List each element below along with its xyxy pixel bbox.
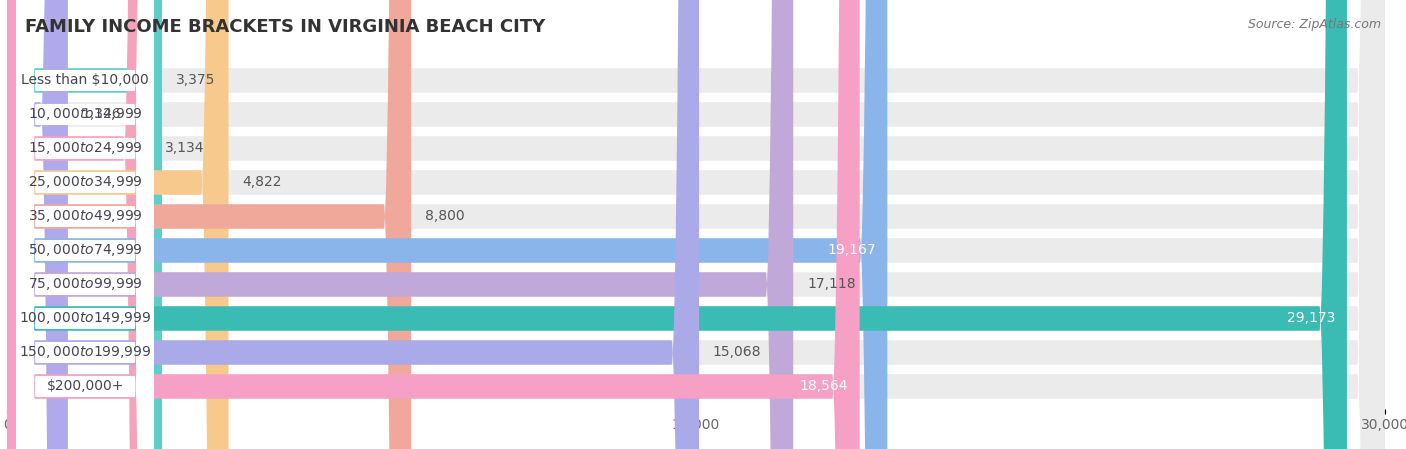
FancyBboxPatch shape bbox=[7, 0, 1385, 449]
FancyBboxPatch shape bbox=[7, 0, 1385, 449]
FancyBboxPatch shape bbox=[17, 0, 155, 449]
Text: $35,000 to $49,999: $35,000 to $49,999 bbox=[28, 208, 142, 224]
Text: $15,000 to $24,999: $15,000 to $24,999 bbox=[28, 141, 142, 156]
FancyBboxPatch shape bbox=[7, 0, 1385, 449]
FancyBboxPatch shape bbox=[7, 0, 1385, 449]
Text: $200,000+: $200,000+ bbox=[46, 379, 124, 393]
Text: 3,134: 3,134 bbox=[165, 141, 204, 155]
Text: Less than $10,000: Less than $10,000 bbox=[21, 74, 149, 88]
Text: FAMILY INCOME BRACKETS IN VIRGINIA BEACH CITY: FAMILY INCOME BRACKETS IN VIRGINIA BEACH… bbox=[25, 18, 546, 36]
FancyBboxPatch shape bbox=[17, 0, 155, 449]
FancyBboxPatch shape bbox=[17, 0, 155, 449]
Text: 29,173: 29,173 bbox=[1286, 312, 1336, 326]
Text: $75,000 to $99,999: $75,000 to $99,999 bbox=[28, 277, 142, 292]
FancyBboxPatch shape bbox=[17, 0, 155, 449]
FancyBboxPatch shape bbox=[7, 0, 229, 449]
FancyBboxPatch shape bbox=[17, 0, 155, 449]
Text: Source: ZipAtlas.com: Source: ZipAtlas.com bbox=[1247, 18, 1381, 31]
Text: 18,564: 18,564 bbox=[800, 379, 848, 393]
FancyBboxPatch shape bbox=[7, 0, 1385, 449]
FancyBboxPatch shape bbox=[17, 0, 155, 449]
FancyBboxPatch shape bbox=[17, 0, 155, 449]
Text: 17,118: 17,118 bbox=[807, 277, 856, 291]
FancyBboxPatch shape bbox=[7, 0, 1385, 449]
FancyBboxPatch shape bbox=[17, 0, 155, 449]
Text: 8,800: 8,800 bbox=[425, 210, 464, 224]
Text: 3,375: 3,375 bbox=[176, 74, 215, 88]
Text: 19,167: 19,167 bbox=[827, 243, 876, 257]
FancyBboxPatch shape bbox=[7, 0, 1385, 449]
Text: $25,000 to $34,999: $25,000 to $34,999 bbox=[28, 175, 142, 190]
FancyBboxPatch shape bbox=[7, 0, 793, 449]
Text: 1,326: 1,326 bbox=[82, 107, 121, 122]
FancyBboxPatch shape bbox=[7, 0, 1347, 449]
FancyBboxPatch shape bbox=[7, 0, 1385, 449]
FancyBboxPatch shape bbox=[7, 0, 67, 449]
FancyBboxPatch shape bbox=[7, 0, 162, 449]
FancyBboxPatch shape bbox=[7, 0, 150, 449]
Text: 4,822: 4,822 bbox=[242, 176, 281, 189]
FancyBboxPatch shape bbox=[17, 0, 155, 449]
FancyBboxPatch shape bbox=[7, 0, 411, 449]
FancyBboxPatch shape bbox=[7, 0, 1385, 449]
FancyBboxPatch shape bbox=[17, 0, 155, 449]
Text: $50,000 to $74,999: $50,000 to $74,999 bbox=[28, 242, 142, 259]
Text: $10,000 to $14,999: $10,000 to $14,999 bbox=[28, 106, 142, 123]
Text: 15,068: 15,068 bbox=[713, 345, 762, 360]
FancyBboxPatch shape bbox=[7, 0, 1385, 449]
Text: $150,000 to $199,999: $150,000 to $199,999 bbox=[18, 344, 152, 361]
Text: $100,000 to $149,999: $100,000 to $149,999 bbox=[18, 311, 152, 326]
FancyBboxPatch shape bbox=[7, 0, 859, 449]
FancyBboxPatch shape bbox=[7, 0, 887, 449]
FancyBboxPatch shape bbox=[7, 0, 699, 449]
